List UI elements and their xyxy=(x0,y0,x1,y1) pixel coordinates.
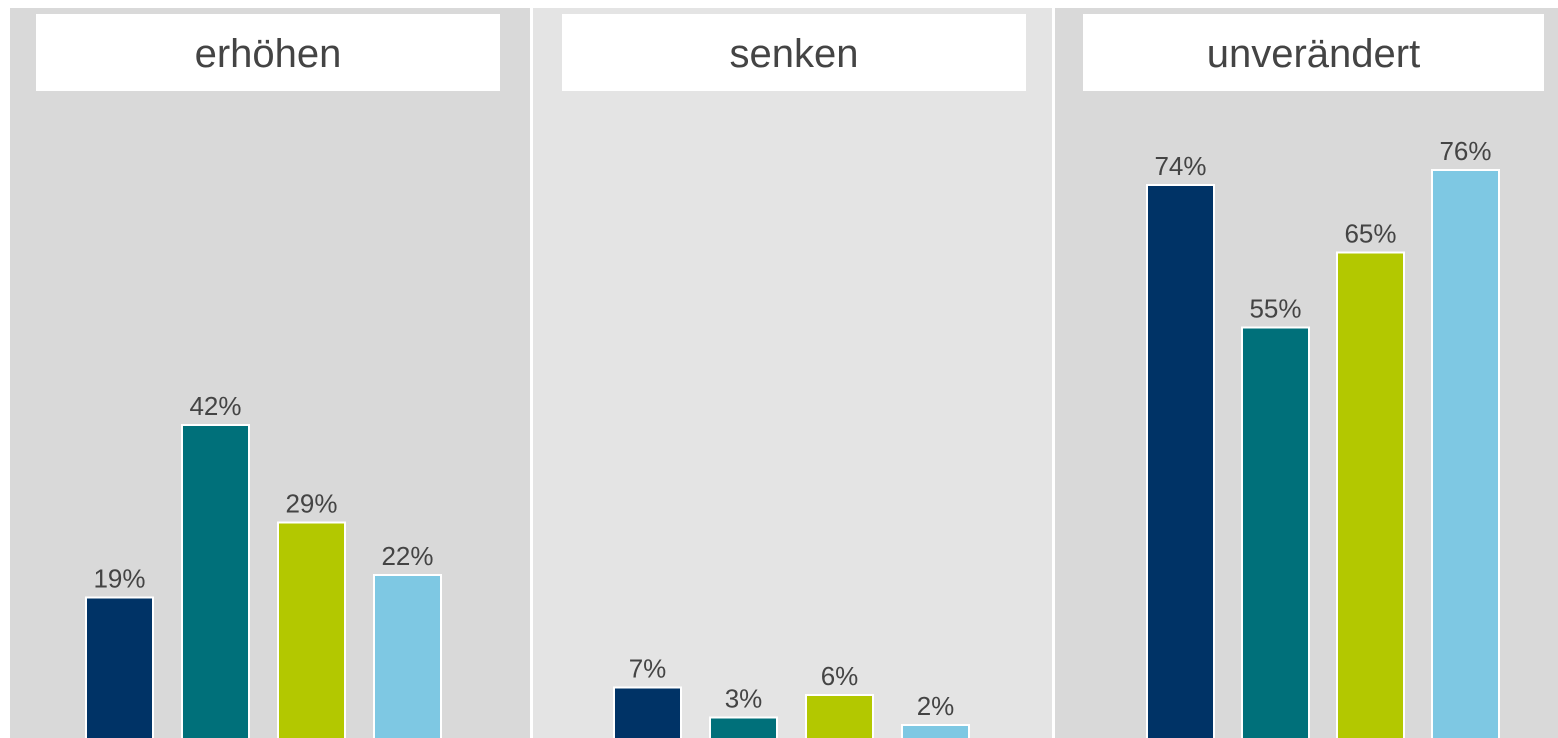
bar xyxy=(805,694,874,738)
value-label: 19% xyxy=(93,564,145,594)
title-box xyxy=(562,14,1026,91)
value-label: 7% xyxy=(629,654,667,684)
panel-title: unverändert xyxy=(1207,32,1420,76)
panel-background xyxy=(533,8,1052,738)
title-box xyxy=(36,14,500,91)
value-label: 55% xyxy=(1249,294,1301,324)
bar xyxy=(181,424,250,738)
bar xyxy=(1336,251,1405,738)
panel-title: erhöhen xyxy=(195,32,342,76)
value-label: 3% xyxy=(725,684,763,714)
bar xyxy=(277,521,346,738)
bar xyxy=(373,574,442,738)
bar xyxy=(85,596,154,738)
value-label: 29% xyxy=(285,489,337,519)
value-label: 76% xyxy=(1439,136,1491,166)
bar xyxy=(901,724,970,738)
value-label: 74% xyxy=(1154,151,1206,181)
value-label: 6% xyxy=(821,661,859,691)
value-label: 42% xyxy=(189,391,241,421)
title-box xyxy=(1083,14,1544,91)
value-label: 22% xyxy=(381,541,433,571)
panel-title: senken xyxy=(730,32,859,76)
bar xyxy=(1241,326,1310,738)
bar xyxy=(1146,184,1215,738)
bar xyxy=(709,716,778,738)
bar xyxy=(613,686,682,738)
value-label: 2% xyxy=(917,691,955,721)
bar xyxy=(1431,169,1500,738)
value-label: 65% xyxy=(1344,219,1396,249)
